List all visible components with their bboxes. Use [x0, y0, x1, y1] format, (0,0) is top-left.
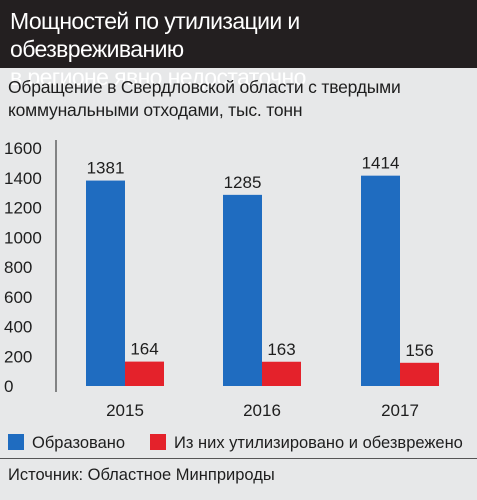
- data-label: 1285: [224, 173, 262, 192]
- y-tick-label: 1600: [4, 139, 42, 158]
- y-tick-label: 600: [4, 288, 32, 307]
- y-tick-label: 800: [4, 258, 32, 277]
- subtitle-line-2: коммунальными отходами, тыс. тонн: [8, 100, 303, 120]
- source-note: Источник: Областное Минприроды: [8, 466, 275, 484]
- x-tick-label: 2017: [381, 401, 419, 420]
- y-tick-label: 1400: [4, 169, 42, 188]
- legend-item-series1: Образовано: [8, 432, 125, 454]
- headline-line-2: в регионе явно недостаточно: [10, 64, 306, 90]
- bar-series1: [361, 175, 400, 386]
- data-label: 156: [405, 341, 433, 360]
- y-tick-label: 1200: [4, 199, 42, 218]
- y-tick-label: 1000: [4, 228, 42, 247]
- x-tick-label: 2016: [243, 401, 281, 420]
- legend-item-series2: Из них утилизировано и обезврежено: [150, 432, 463, 454]
- source-divider: [0, 458, 477, 459]
- bar-series2: [125, 361, 164, 386]
- y-tick-label: 0: [4, 377, 13, 396]
- headline-line-1: Мощностей по утилизации и обезвреживанию: [10, 8, 300, 62]
- y-tick-label: 400: [4, 318, 32, 337]
- headline-banner: Мощностей по утилизации и обезвреживанию…: [0, 0, 477, 90]
- bar-series2: [262, 361, 301, 386]
- subtitle-line-1: Обращение в Свердловской области с тверд…: [8, 77, 401, 97]
- data-label: 1414: [362, 154, 400, 173]
- bar-series1: [86, 180, 125, 386]
- legend-label-series1: Образовано: [32, 434, 126, 452]
- chart-subtitle: Обращение в Свердловской области с тверд…: [8, 76, 468, 122]
- legend-swatch-series2: [150, 434, 166, 450]
- y-tick-label: 200: [4, 347, 32, 366]
- data-label: 164: [130, 340, 158, 359]
- bar-series2: [400, 362, 439, 386]
- legend-label-series2: Из них утилизировано и обезврежено: [174, 434, 463, 452]
- data-label: 1381: [87, 159, 125, 178]
- data-label: 163: [267, 340, 295, 359]
- x-tick-label: 2015: [106, 401, 144, 420]
- legend-swatch-series1: [8, 434, 24, 450]
- legend: Образовано Из них утилизировано и обезвр…: [8, 432, 473, 454]
- bar-series1: [223, 194, 262, 386]
